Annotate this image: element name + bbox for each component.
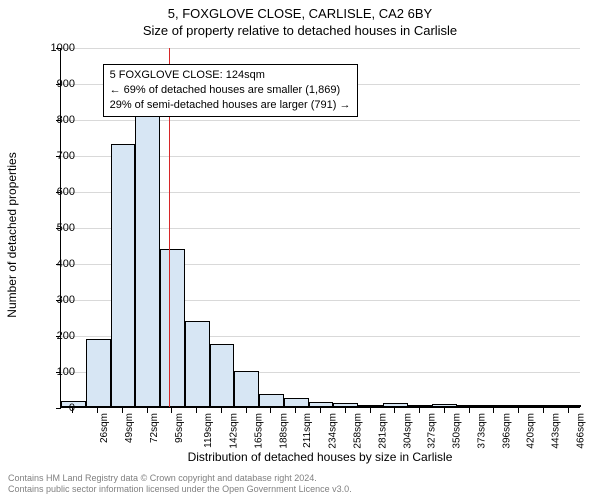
footer-attribution: Contains HM Land Registry data © Crown c… <box>8 473 352 496</box>
x-tickmark <box>568 408 569 413</box>
footer-line-2: Contains public sector information licen… <box>8 484 352 496</box>
y-tick-label: 100 <box>35 366 75 378</box>
y-tick-label: 900 <box>35 78 75 90</box>
x-tickmark <box>345 408 346 413</box>
x-tickmark <box>543 408 544 413</box>
x-tick-label: 211sqm <box>302 413 313 448</box>
x-tick-label: 49sqm <box>124 413 135 443</box>
y-tick-label: 700 <box>35 150 75 162</box>
x-tickmark <box>97 408 98 413</box>
footer-line-1: Contains HM Land Registry data © Crown c… <box>8 473 352 485</box>
histogram-bar <box>210 344 235 407</box>
x-tickmark <box>221 408 222 413</box>
histogram-bar <box>531 405 556 407</box>
histogram-bar <box>259 394 284 407</box>
histogram-bar <box>432 404 457 407</box>
plot-box: 5 FOXGLOVE CLOSE: 124sqm← 69% of detache… <box>60 48 580 408</box>
x-tickmark <box>196 408 197 413</box>
annotation-line: 5 FOXGLOVE CLOSE: 124sqm <box>110 68 351 83</box>
x-tick-label: 72sqm <box>149 413 160 443</box>
x-tick-label: 420sqm <box>526 413 537 449</box>
x-tick-label: 142sqm <box>229 413 240 449</box>
x-tickmark <box>171 408 172 413</box>
x-tickmark <box>320 408 321 413</box>
histogram-bar <box>284 398 309 407</box>
x-tickmark <box>469 408 470 413</box>
x-tick-label: 327sqm <box>427 413 438 449</box>
chart-subtitle: Size of property relative to detached ho… <box>0 21 600 38</box>
histogram-bar <box>383 403 408 407</box>
x-tick-label: 234sqm <box>328 413 339 449</box>
histogram-bar <box>408 405 433 407</box>
x-tick-label: 466sqm <box>575 413 586 449</box>
histogram-bar <box>457 405 482 407</box>
annotation-box: 5 FOXGLOVE CLOSE: 124sqm← 69% of detache… <box>103 64 358 117</box>
x-tick-label: 350sqm <box>452 413 463 449</box>
x-tick-label: 373sqm <box>476 413 487 449</box>
x-tickmark <box>295 408 296 413</box>
y-tick-label: 300 <box>35 294 75 306</box>
histogram-bar <box>160 249 185 407</box>
histogram-bar <box>358 405 383 407</box>
y-tick-label: 1000 <box>35 42 75 54</box>
y-tick-label: 800 <box>35 114 75 126</box>
chart-title: 5, FOXGLOVE CLOSE, CARLISLE, CA2 6BY <box>0 0 600 21</box>
annotation-line: ← 69% of detached houses are smaller (1,… <box>110 83 351 98</box>
y-tick-label: 0 <box>35 402 75 414</box>
histogram-bar <box>507 405 532 407</box>
histogram-bar <box>86 339 111 407</box>
histogram-bar <box>234 371 259 407</box>
x-tickmark <box>394 408 395 413</box>
x-tick-label: 258sqm <box>353 413 364 449</box>
x-tick-label: 396sqm <box>501 413 512 449</box>
x-tick-label: 304sqm <box>402 413 413 449</box>
y-tick-label: 400 <box>35 258 75 270</box>
x-tickmark <box>370 408 371 413</box>
x-tickmark <box>444 408 445 413</box>
x-tickmark <box>122 408 123 413</box>
x-tick-label: 188sqm <box>278 413 289 449</box>
x-tick-label: 119sqm <box>203 413 214 448</box>
x-tick-label: 165sqm <box>254 413 265 449</box>
x-tick-label: 26sqm <box>99 413 110 443</box>
x-tickmark <box>419 408 420 413</box>
y-tick-label: 200 <box>35 330 75 342</box>
x-axis-label: Distribution of detached houses by size … <box>188 450 453 464</box>
plot-area: 5 FOXGLOVE CLOSE: 124sqm← 69% of detache… <box>60 48 580 408</box>
histogram-bar <box>309 402 334 407</box>
x-tickmark <box>493 408 494 413</box>
x-tick-label: 443sqm <box>551 413 562 449</box>
gridline <box>61 48 580 49</box>
x-tickmark <box>246 408 247 413</box>
histogram-bar <box>556 405 581 407</box>
x-tickmark <box>518 408 519 413</box>
histogram-bar <box>135 103 160 407</box>
histogram-bar <box>185 321 210 407</box>
histogram-bar <box>482 405 507 407</box>
x-tick-label: 95sqm <box>174 413 185 443</box>
y-tick-label: 600 <box>35 186 75 198</box>
histogram-bar <box>111 144 136 407</box>
chart-container: 5, FOXGLOVE CLOSE, CARLISLE, CA2 6BY Siz… <box>0 0 600 500</box>
x-tickmark <box>270 408 271 413</box>
y-tick-label: 500 <box>35 222 75 234</box>
histogram-bar <box>333 403 358 407</box>
x-tick-label: 281sqm <box>377 413 388 449</box>
annotation-line: 29% of semi-detached houses are larger (… <box>110 98 351 113</box>
x-tickmark <box>147 408 148 413</box>
